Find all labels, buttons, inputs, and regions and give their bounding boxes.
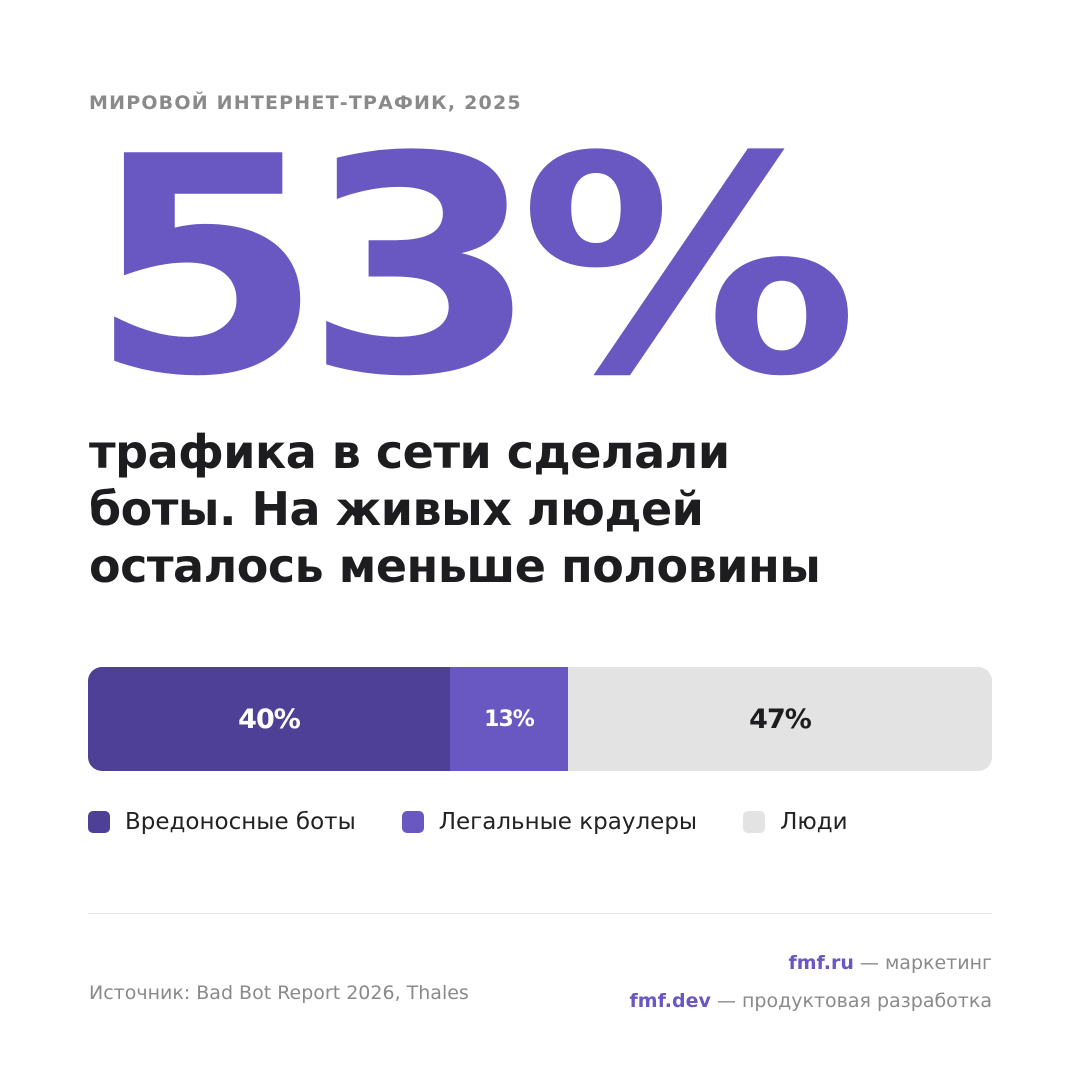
bar-label: 13% — [484, 706, 535, 732]
legend-label: Люди — [780, 809, 848, 835]
legend-label: Вредоносные боты — [125, 809, 356, 835]
legend-item-legal-crawlers: Легальные краулеры — [401, 809, 698, 835]
legend-swatch — [743, 811, 766, 833]
headline-line: боты. На живых людей — [89, 482, 704, 536]
footer-links: fmf.ru — маркетинг fmf.dev — продуктовая… — [630, 944, 992, 1020]
legend-swatch — [401, 811, 424, 833]
legend-swatch — [88, 811, 110, 833]
hero-percentage: 53% — [88, 93, 859, 442]
headline-line: осталось меньше половины — [89, 539, 821, 593]
link-fmf-dev[interactable]: fmf.dev — [629, 990, 711, 1012]
bar-segment-legal-crawlers: 13% — [450, 667, 568, 771]
chart-legend: Вредоносные боты Легальные краулеры Люди — [88, 806, 848, 838]
link-description: — маркетинг — [853, 952, 992, 974]
headline: трафика в сети сделали боты. На живых лю… — [89, 424, 989, 595]
bar-label: 47% — [749, 703, 812, 735]
divider — [88, 913, 992, 914]
stacked-bar-chart: 40% 13% 47% — [88, 667, 992, 771]
legend-item-malicious-bots: Вредоносные боты — [88, 809, 356, 835]
kicker-title: МИРОВОЙ ИНТЕРНЕТ-ТРАФИК, 2025 — [89, 92, 522, 114]
footer-link-row: fmf.ru — маркетинг — [630, 944, 992, 982]
link-description: — продуктовая разработка — [710, 990, 992, 1012]
legend-label: Легальные краулеры — [438, 809, 698, 835]
legend-item-humans: Люди — [743, 809, 848, 835]
link-fmf-ru[interactable]: fmf.ru — [788, 952, 854, 974]
bar-segment-malicious-bots: 40% — [88, 667, 450, 771]
bar-segment-humans: 47% — [568, 667, 992, 771]
headline-line: трафика в сети сделали — [89, 425, 730, 479]
footer-link-row: fmf.dev — продуктовая разработка — [630, 982, 992, 1020]
bar-label: 40% — [238, 703, 301, 735]
source-note: Источник: Bad Bot Report 2026, Thales — [89, 982, 469, 1004]
